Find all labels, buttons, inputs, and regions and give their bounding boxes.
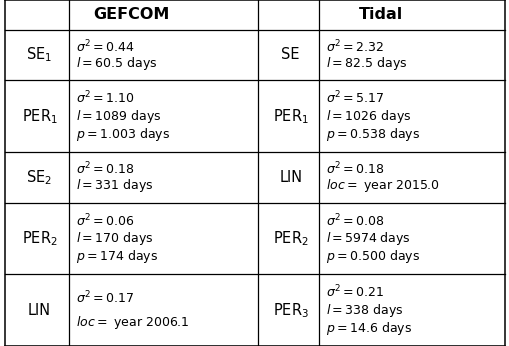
Text: $l = 82.5$ days: $l = 82.5$ days (326, 55, 407, 72)
Text: LIN: LIN (28, 303, 51, 318)
Text: $p = 1.003$ days: $p = 1.003$ days (76, 126, 170, 143)
Text: $l = 338$ days: $l = 338$ days (326, 302, 403, 319)
Text: SE: SE (281, 47, 299, 63)
Text: $\sigma^2 = 5.17$: $\sigma^2 = 5.17$ (326, 90, 384, 107)
Text: $p = 0.500$ days: $p = 0.500$ days (326, 248, 419, 265)
Text: Tidal: Tidal (358, 7, 403, 22)
Text: SE$_1$: SE$_1$ (26, 46, 52, 64)
Text: GEFCOM: GEFCOM (93, 7, 169, 22)
Text: $\sigma^2 = 0.08$: $\sigma^2 = 0.08$ (326, 212, 384, 229)
Text: $\sigma^2 = 0.06$: $\sigma^2 = 0.06$ (76, 212, 135, 229)
Text: $\sigma^2 = 0.17$: $\sigma^2 = 0.17$ (76, 290, 135, 307)
Text: $p = 0.538$ days: $p = 0.538$ days (326, 126, 419, 143)
Text: $\sigma^2 = 0.18$: $\sigma^2 = 0.18$ (326, 161, 384, 177)
Text: PER$_1$: PER$_1$ (272, 107, 308, 126)
Text: PER$_1$: PER$_1$ (21, 107, 58, 126)
Text: $l = 170$ days: $l = 170$ days (76, 230, 154, 247)
Text: PER$_2$: PER$_2$ (21, 229, 58, 248)
Text: $l = 1026$ days: $l = 1026$ days (326, 108, 411, 125)
Text: $l = 60.5$ days: $l = 60.5$ days (76, 55, 158, 72)
Text: $l = 5974$ days: $l = 5974$ days (326, 230, 410, 247)
Text: $\sigma^2 = 0.18$: $\sigma^2 = 0.18$ (76, 161, 135, 177)
Text: $l = 331$ days: $l = 331$ days (76, 177, 154, 194)
Text: PER$_3$: PER$_3$ (272, 301, 308, 319)
Text: $p = 174$ days: $p = 174$ days (76, 248, 158, 265)
Text: $\sigma^2 = 1.10$: $\sigma^2 = 1.10$ (76, 90, 135, 107)
Text: $loc = $ year 2015.0: $loc = $ year 2015.0 (326, 177, 440, 194)
Text: SE$_2$: SE$_2$ (26, 168, 52, 187)
Text: $\sigma^2 = 2.32$: $\sigma^2 = 2.32$ (326, 38, 384, 55)
Text: $loc = $ year 2006.1: $loc = $ year 2006.1 (76, 313, 190, 331)
Text: $\sigma^2 = 0.44$: $\sigma^2 = 0.44$ (76, 38, 135, 55)
Text: $l = 1089$ days: $l = 1089$ days (76, 108, 162, 125)
Text: $p = 14.6$ days: $p = 14.6$ days (326, 320, 412, 337)
Text: $\sigma^2 = 0.21$: $\sigma^2 = 0.21$ (326, 284, 383, 301)
Text: LIN: LIN (278, 170, 302, 185)
Text: PER$_2$: PER$_2$ (272, 229, 308, 248)
